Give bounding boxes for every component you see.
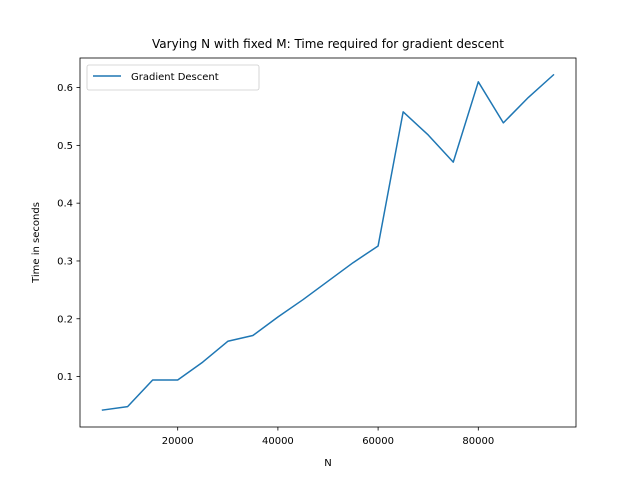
axes-frame [79,57,577,428]
legend: Gradient Descent [86,64,260,91]
y-tick-label: 0.6 [57,83,73,94]
x-tick-label: 40000 [262,436,294,447]
chart-title: Varying N with fixed M: Time required fo… [152,37,504,51]
legend-box [86,64,260,91]
plot-area: 20000 40000 60000 80000 0.1 0.2 0.3 0.4 0.5 0.6 [57,73,555,447]
x-tick-label: 60000 [362,436,394,447]
y-tick-label: 0.5 [57,141,73,152]
y-tick-label: 0.2 [57,314,73,325]
x-tick-label: 80000 [462,436,494,447]
y-tick-label: 0.3 [57,256,73,267]
y-tick-label: 0.1 [57,372,73,383]
x-axis-label: N [324,458,331,469]
series-line-gradient-descent [101,73,555,411]
x-tick-label: 20000 [162,436,194,447]
y-axis-label: Time in seconds [31,202,42,284]
y-tick-label: 0.4 [57,199,73,210]
legend-label-gradient-descent: Gradient Descent [131,72,219,83]
